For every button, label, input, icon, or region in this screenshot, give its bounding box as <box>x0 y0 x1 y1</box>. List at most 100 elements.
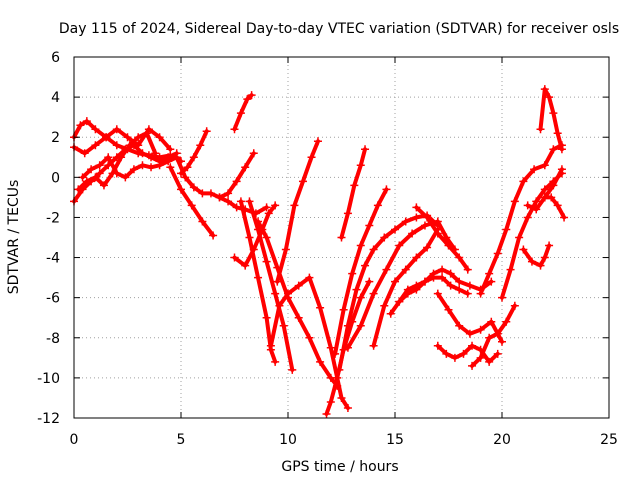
y-tick-label: -8 <box>46 331 60 347</box>
data-point-marker <box>401 265 410 274</box>
data-point-marker <box>155 133 164 142</box>
data-point-marker <box>401 217 410 226</box>
data-point-marker <box>498 337 506 346</box>
data-point-marker <box>386 309 395 318</box>
data-point-marker <box>395 297 404 306</box>
data-point-marker <box>177 169 185 178</box>
data-point-marker <box>536 261 545 270</box>
y-tick-label: 6 <box>51 50 60 66</box>
data-point-marker <box>391 277 399 286</box>
x-tick-label: 10 <box>279 432 297 448</box>
series-arc-4 <box>74 129 160 194</box>
plot-frame <box>73 56 610 419</box>
data-point-marker <box>438 265 447 274</box>
data-point-marker <box>155 161 164 170</box>
data-point-marker <box>335 365 344 374</box>
data-point-marker <box>337 393 346 402</box>
data-point-marker <box>91 125 100 134</box>
data-point-marker <box>455 285 464 294</box>
chart-title: Day 115 of 2024, Sidereal Day-to-day VTE… <box>59 21 619 37</box>
data-point-marker <box>241 163 250 172</box>
data-point-marker <box>510 197 519 206</box>
data-point-marker <box>485 269 494 278</box>
data-point-marker <box>281 245 290 254</box>
data-point-marker <box>177 185 185 194</box>
data-point-marker <box>468 341 477 350</box>
x-tick-label: 5 <box>177 432 186 448</box>
data-point-marker <box>209 231 218 240</box>
data-point-marker <box>444 305 453 314</box>
data-point-marker <box>271 201 280 210</box>
data-point-marker <box>121 173 130 182</box>
data-point-marker <box>540 253 549 262</box>
data-point-marker <box>232 177 241 186</box>
data-point-marker <box>189 183 198 192</box>
data-point-marker <box>408 229 417 238</box>
data-point-marker <box>172 153 181 162</box>
data-point-marker <box>112 169 121 178</box>
data-point-marker <box>356 293 365 302</box>
data-point-marker <box>380 233 389 242</box>
data-point-marker <box>343 403 352 412</box>
data-point-marker <box>502 317 511 326</box>
data-point-marker <box>326 343 335 352</box>
data-point-marker <box>245 233 254 242</box>
data-point-marker <box>294 313 303 322</box>
data-point-marker <box>545 93 554 102</box>
y-tick-label: 2 <box>51 130 60 146</box>
data-point-marker <box>151 149 160 158</box>
series-arc-8 <box>177 127 211 178</box>
data-point-marker <box>532 205 541 214</box>
data-point-marker <box>549 145 558 154</box>
y-tick-label: -10 <box>37 371 60 387</box>
data-point-marker <box>337 233 346 242</box>
data-point-marker <box>476 289 485 298</box>
data-point-marker <box>264 209 273 218</box>
data-point-marker <box>181 173 190 182</box>
data-point-marker <box>382 185 391 194</box>
data-point-marker <box>129 165 138 174</box>
data-point-marker <box>305 273 314 282</box>
data-point-marker <box>395 241 404 250</box>
data-point-marker <box>82 177 91 186</box>
data-point-marker <box>455 277 464 286</box>
series-arc-9 <box>215 149 258 202</box>
data-point-marker <box>493 349 502 358</box>
y-tick-label: -12 <box>37 411 60 427</box>
data-point-marker <box>519 245 528 254</box>
data-point-marker <box>369 289 378 298</box>
data-point-marker <box>519 177 528 186</box>
data-point-marker <box>540 185 549 194</box>
series-arc-34 <box>523 165 566 214</box>
data-point-marker <box>198 189 207 198</box>
series-line <box>470 303 517 368</box>
series-arc-10 <box>230 91 256 134</box>
data-point-marker <box>438 273 447 282</box>
data-point-marker <box>527 257 536 266</box>
data-point-marker <box>553 201 562 210</box>
series-line <box>217 151 256 200</box>
data-point-marker <box>348 269 357 278</box>
x-axis-ticks: 0 5 10 15 20 25 <box>70 57 618 448</box>
data-point-marker <box>196 141 205 150</box>
y-tick-label: 0 <box>51 170 60 186</box>
data-point-marker <box>468 361 477 370</box>
data-point-marker <box>74 185 83 194</box>
data-point-marker <box>147 153 156 162</box>
data-point-marker <box>502 225 511 234</box>
data-point-marker <box>361 145 370 154</box>
data-point-marker <box>365 277 374 286</box>
data-point-marker <box>350 181 359 190</box>
data-point-marker <box>412 203 421 212</box>
data-point-marker <box>532 197 541 206</box>
series-line <box>500 171 564 300</box>
data-point-marker <box>423 243 432 252</box>
data-point-marker <box>446 269 455 278</box>
data-point-marker <box>290 201 299 210</box>
data-point-marker <box>262 233 271 242</box>
data-point-marker <box>164 157 173 166</box>
x-axis-label: GPS time / hours <box>281 459 398 475</box>
y-tick-label: -4 <box>46 251 60 267</box>
data-point-marker <box>104 153 113 162</box>
